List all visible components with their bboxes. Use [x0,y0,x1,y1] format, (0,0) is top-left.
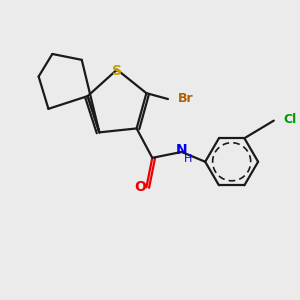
Text: S: S [112,64,122,78]
Text: Cl: Cl [284,113,297,126]
Text: Br: Br [178,92,194,105]
Text: N: N [176,143,188,157]
Text: O: O [135,180,146,194]
Text: H: H [184,154,193,164]
